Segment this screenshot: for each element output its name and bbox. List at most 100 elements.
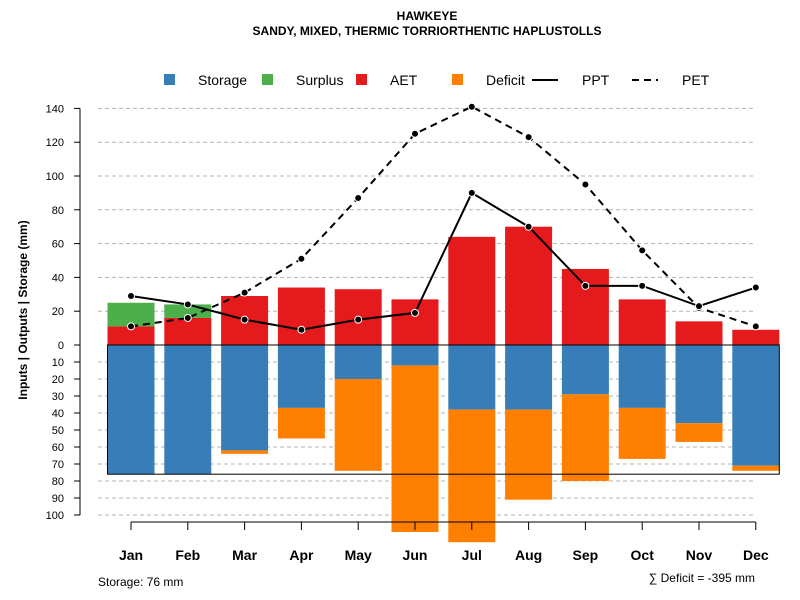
deficit-note: ∑ Deficit = -395 mm <box>649 571 755 585</box>
aet-bar <box>448 236 496 345</box>
storage-bar <box>164 345 212 475</box>
deficit-bar <box>618 407 666 459</box>
legend-label: PET <box>682 72 710 88</box>
deficit-bar <box>277 407 325 439</box>
legend-swatch <box>262 74 273 85</box>
storage-note: Storage: 76 mm <box>98 575 183 589</box>
storage-bar <box>107 345 155 475</box>
y-tick-label: 60 <box>52 239 64 251</box>
storage-bar <box>277 345 325 408</box>
y-tick-label: 30 <box>52 391 64 403</box>
ppt-point <box>695 302 703 311</box>
ppt-line <box>130 191 757 331</box>
x-tick-label: Nov <box>686 547 713 563</box>
aet-bar <box>675 321 723 345</box>
deficit-bar <box>561 394 609 481</box>
surplus-bar <box>107 302 155 327</box>
ppt-point <box>127 291 135 300</box>
y-tick-label: 140 <box>46 103 64 115</box>
aet-bar <box>391 299 439 345</box>
ppt-point <box>183 300 192 309</box>
y-tick-label: 80 <box>52 476 64 488</box>
y-tick-label: 40 <box>52 272 64 284</box>
x-tick-label: Aug <box>515 547 542 563</box>
ppt-point <box>297 325 306 334</box>
deficit-bar <box>221 450 269 454</box>
aet-bar <box>107 326 155 345</box>
legend-label: Surplus <box>296 72 343 88</box>
y-tick-label: 70 <box>52 459 64 471</box>
y-tick-label: 50 <box>52 425 64 437</box>
deficit-bar <box>505 409 553 500</box>
lines <box>127 102 760 334</box>
y-tick-label: 10 <box>52 357 64 369</box>
storage-bar <box>732 345 780 466</box>
legend-label: AET <box>390 72 418 88</box>
chart-title: HAWKEYE <box>397 9 458 23</box>
deficit-bar <box>675 423 723 442</box>
chart-subtitle: SANDY, MIXED, THERMIC TORRIORTHENTIC HAP… <box>253 24 602 38</box>
pet-point <box>524 133 533 142</box>
deficit-bar <box>732 465 780 471</box>
pet-point <box>183 313 192 322</box>
storage-bar <box>221 345 269 451</box>
storage-bar <box>618 345 666 408</box>
ppt-point <box>411 308 419 317</box>
legend-swatch <box>164 74 175 85</box>
storage-bar <box>391 345 439 366</box>
pet-point <box>127 322 135 331</box>
pet-point <box>467 102 476 111</box>
ppt-point <box>240 315 249 324</box>
y-tick-label: 100 <box>46 171 64 183</box>
legend-label: Deficit <box>486 72 525 88</box>
storage-bar <box>675 345 723 424</box>
storage-bar <box>448 345 496 410</box>
deficit-bar <box>391 365 439 532</box>
y-axis-label: Inputs | Outputs | Storage (mm) <box>16 220 30 399</box>
y-tick-label: 0 <box>58 340 64 352</box>
aet-bar <box>561 268 609 345</box>
legend-swatch <box>452 74 463 85</box>
x-tick-label: Feb <box>175 547 200 563</box>
x-tick-label: Jan <box>119 547 143 563</box>
y-tick-label: 40 <box>52 408 64 420</box>
y-tick-label: 20 <box>52 374 64 386</box>
pet-line <box>130 105 757 328</box>
ppt-point <box>354 315 363 324</box>
y-tick-label: 100 <box>46 510 64 522</box>
y-tick-label: 20 <box>52 306 64 318</box>
ppt-point <box>751 283 760 292</box>
y-tick-label: 120 <box>46 137 64 149</box>
ppt-point <box>581 281 590 290</box>
legend-label: Storage <box>198 72 247 88</box>
x-tick-label: Apr <box>289 547 314 563</box>
axes: 0 20 40 60 80 100 120 140 10 20 30 40 50 60 70 80 90 100 J… <box>46 103 780 563</box>
x-tick-label: Sep <box>573 547 599 563</box>
pet-point <box>411 129 419 138</box>
aet-bar <box>618 299 666 345</box>
y-tick-label: 90 <box>52 493 64 505</box>
aet-bar <box>164 317 212 345</box>
storage-bar <box>334 345 382 379</box>
x-tick-label: Oct <box>631 547 655 563</box>
ppt-point <box>524 222 533 231</box>
legend-swatch <box>356 74 367 85</box>
pet-point <box>354 193 363 202</box>
ppt-point <box>467 188 476 197</box>
x-tick-label: Mar <box>232 547 257 563</box>
deficit-bar <box>334 379 382 471</box>
x-tick-label: Jun <box>403 547 428 563</box>
pet-point <box>297 254 306 263</box>
aet-bar <box>277 287 325 345</box>
ppt-point <box>638 281 647 290</box>
pet-point <box>751 322 760 331</box>
pet-point <box>581 180 590 189</box>
x-tick-label: Jul <box>462 547 482 563</box>
pet-point <box>240 288 249 297</box>
storage-bar <box>561 345 609 395</box>
deficit-bar <box>448 409 496 543</box>
y-tick-label: 60 <box>52 442 64 454</box>
x-tick-label: Dec <box>743 547 769 563</box>
legend: Storage Surplus AET Deficit PPT PET <box>164 72 710 88</box>
